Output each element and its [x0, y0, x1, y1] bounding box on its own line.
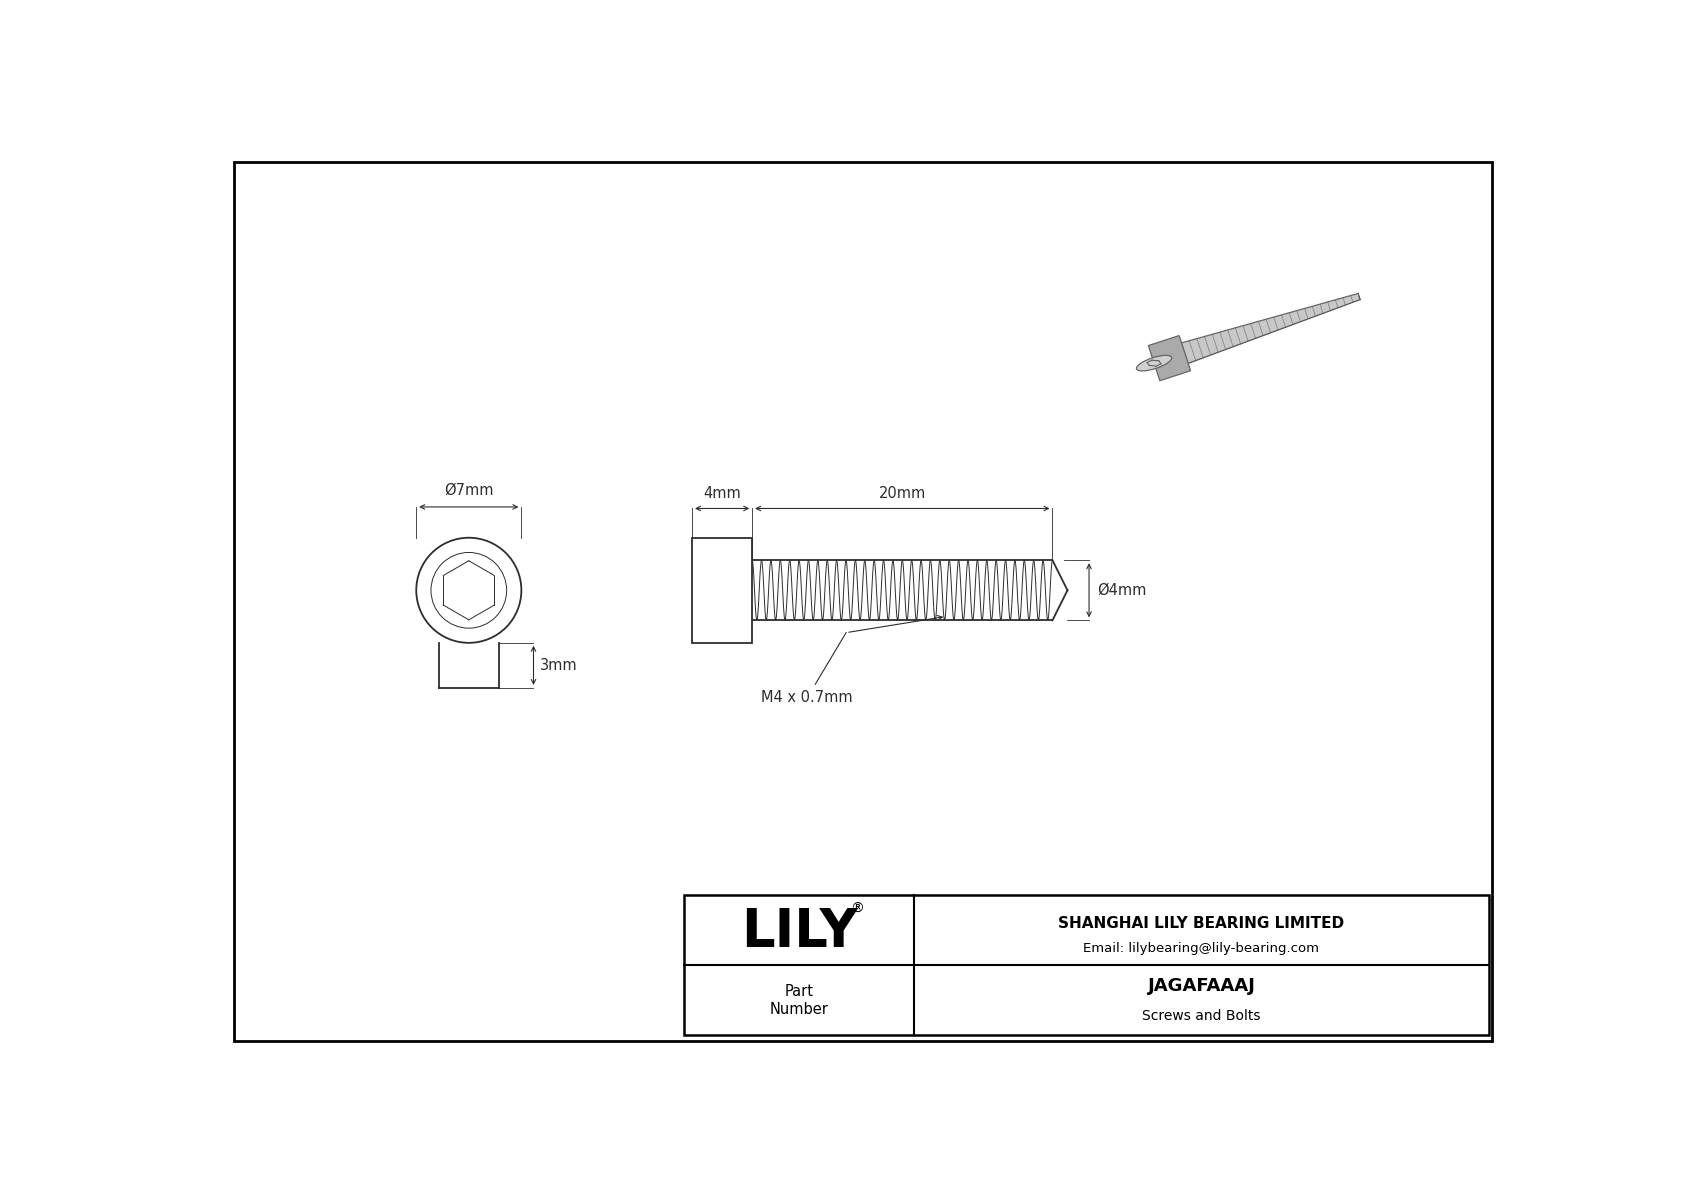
Text: SHANGHAI LILY BEARING LIMITED: SHANGHAI LILY BEARING LIMITED — [1058, 916, 1344, 930]
Text: JAGAFAAAJ: JAGAFAAAJ — [1147, 978, 1255, 996]
Text: Ø7mm: Ø7mm — [445, 482, 493, 498]
Text: 20mm: 20mm — [879, 486, 926, 500]
Polygon shape — [1182, 293, 1361, 363]
Text: Part
Number: Part Number — [770, 984, 829, 1016]
Text: 3mm: 3mm — [539, 657, 578, 673]
Text: Screws and Bolts: Screws and Bolts — [1142, 1009, 1261, 1023]
Bar — [684, 896, 1489, 1035]
Text: 4mm: 4mm — [704, 486, 741, 500]
Text: Email: lilybearing@lily-bearing.com: Email: lilybearing@lily-bearing.com — [1083, 942, 1319, 955]
Ellipse shape — [1137, 355, 1172, 370]
Bar — [692, 538, 753, 643]
Text: LILY: LILY — [741, 905, 857, 958]
Text: ®: ® — [850, 902, 864, 916]
Polygon shape — [1148, 336, 1191, 381]
Text: M4 x 0.7mm: M4 x 0.7mm — [761, 691, 854, 705]
Text: Ø4mm: Ø4mm — [1096, 582, 1147, 598]
